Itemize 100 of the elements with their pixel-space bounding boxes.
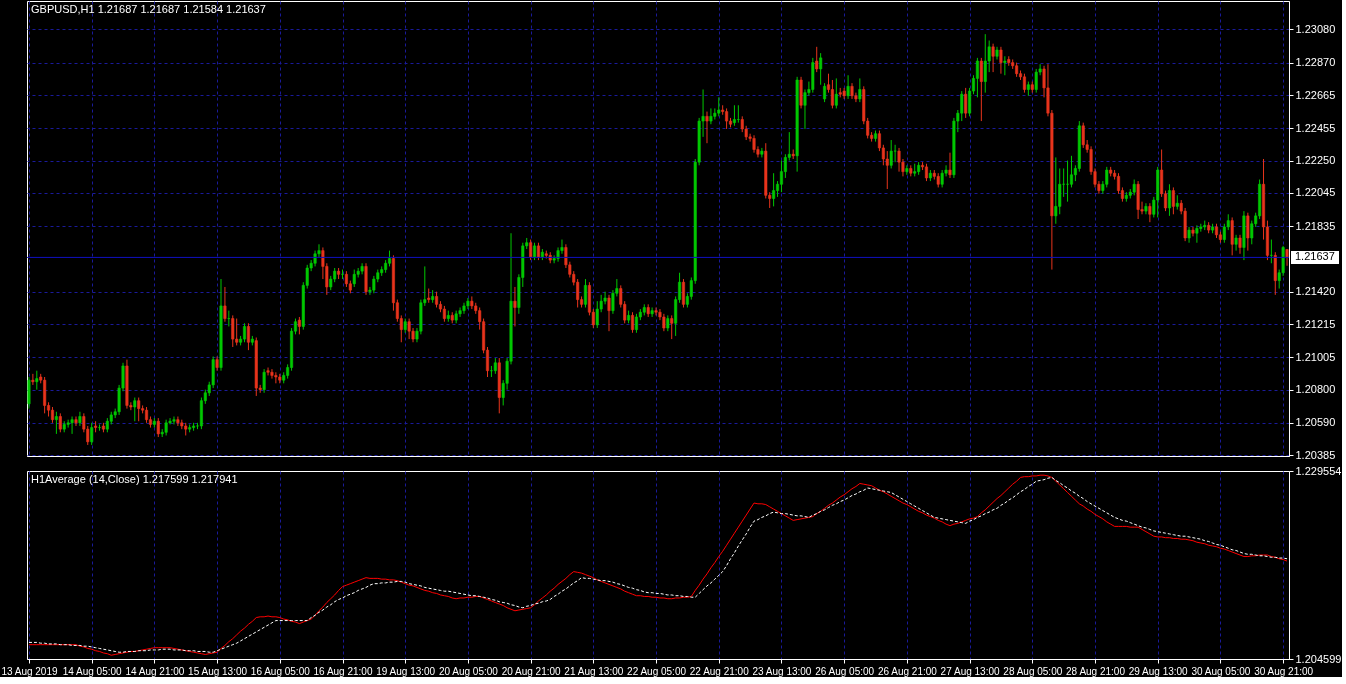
candlestick [819, 52, 823, 86]
candlestick [270, 368, 274, 380]
candlestick [156, 417, 160, 438]
candlestick [78, 411, 82, 427]
candlestick [1222, 223, 1226, 244]
y-tick-label: 1.22870 [1295, 56, 1336, 69]
candlestick [823, 82, 827, 103]
candlestick [70, 416, 74, 435]
candlestick [964, 87, 968, 119]
x-tick-label: 28 Aug 21:00 [1066, 665, 1126, 677]
x-tick-label: 22 Aug 05:00 [627, 665, 687, 677]
candlestick [1117, 172, 1121, 195]
candlestick [631, 311, 635, 334]
x-tick-label: 15 Aug 13:00 [188, 665, 248, 677]
candlestick [529, 239, 533, 261]
candlestick [736, 104, 740, 124]
candlestick [846, 74, 850, 100]
candlestick [31, 373, 35, 386]
candlestick [681, 278, 685, 308]
candlestick [513, 286, 517, 327]
candlestick [576, 278, 580, 308]
candlestick [772, 172, 776, 207]
candlestick [462, 302, 466, 315]
ref-line-label: 1.21637 [1295, 250, 1335, 263]
candlestick [705, 111, 709, 144]
candlestick [975, 57, 979, 98]
candlestick [58, 412, 62, 433]
candlestick [1246, 212, 1250, 252]
candlestick [1022, 73, 1026, 94]
candlestick [670, 314, 674, 340]
x-tick-label: 29 Aug 13:00 [1128, 665, 1189, 677]
x-tick-label: 19 Aug 13:00 [376, 665, 436, 677]
candlestick [466, 297, 470, 310]
x-tick-label: 26 Aug 05:00 [815, 665, 875, 677]
candlestick [889, 139, 893, 169]
candlestick [246, 322, 250, 351]
candlestick [991, 43, 995, 73]
x-tick-label: 13 Aug 2019 [1, 665, 58, 677]
candlestick [176, 416, 180, 427]
chart-title: GBPUSD,H1 1.21687 1.21687 1.21584 1.21637 [31, 3, 266, 15]
y-tick-label: 1.23080 [1295, 22, 1336, 35]
candlestick [1066, 160, 1070, 203]
candlestick [223, 286, 227, 323]
candlestick [231, 314, 235, 348]
y-tick-label: 1.21215 [1295, 317, 1336, 330]
x-tick-label: 27 Aug 13:00 [940, 665, 1000, 677]
candlestick [133, 397, 137, 422]
candlestick [1230, 216, 1234, 256]
chart-title: H1Average (14,Close) 1.217599 1.217941 [31, 473, 238, 485]
candlestick [1238, 234, 1242, 255]
candlestick [137, 397, 141, 422]
x-tick-label: 14 Aug 21:00 [125, 665, 185, 677]
x-tick-label: 20 Aug 21:00 [501, 665, 562, 677]
candlestick [360, 262, 364, 275]
candlestick [1285, 249, 1289, 267]
y-tick-label: 1.21420 [1295, 285, 1336, 298]
x-tick-label: 22 Aug 21:00 [689, 665, 750, 677]
candlestick [905, 164, 909, 176]
y-tick-label: 1.204599 [1295, 652, 1342, 665]
candlestick [407, 318, 411, 340]
candlestick [654, 306, 658, 316]
candlestick [35, 370, 39, 391]
x-tick-label: 28 Aug 05:00 [1003, 665, 1063, 677]
candlestick [74, 416, 78, 427]
candlestick [897, 147, 901, 173]
candlestick [235, 318, 239, 346]
y-tick-label: 1.22455 [1295, 121, 1336, 134]
x-tick-label: 21 Aug 13:00 [564, 665, 624, 677]
candlestick [1003, 55, 1007, 76]
y-tick-label: 1.20385 [1295, 448, 1336, 461]
candlestick [274, 371, 278, 384]
candlestick [1234, 234, 1238, 252]
candlestick [960, 90, 964, 122]
candlestick [1105, 166, 1109, 188]
y-tick-label: 1.229554 [1295, 464, 1342, 477]
candlestick [1171, 186, 1175, 215]
candlestick [979, 57, 983, 122]
candlestick [1269, 239, 1273, 264]
candlestick [858, 77, 862, 103]
candlestick [1058, 167, 1062, 215]
candlestick [266, 367, 270, 376]
y-tick-label: 1.22250 [1295, 154, 1336, 167]
candlestick [595, 300, 599, 329]
y-tick-label: 1.21835 [1295, 219, 1336, 232]
candlestick [815, 46, 819, 73]
candlestick [262, 368, 266, 394]
candlestick [489, 365, 493, 378]
candlestick [1144, 202, 1148, 215]
candlestick [834, 77, 838, 109]
candlestick [948, 152, 952, 179]
candlestick [1054, 156, 1058, 225]
candlestick [717, 96, 721, 117]
candlestick [1148, 202, 1152, 223]
candlestick [634, 313, 638, 334]
x-tick-label: 30 Aug 05:00 [1191, 665, 1251, 677]
candlestick [830, 79, 834, 109]
y-tick-label: 1.20800 [1295, 383, 1336, 396]
candlestick [650, 306, 654, 318]
x-tick-label: 23 Aug 13:00 [752, 665, 812, 677]
x-tick-label: 26 Aug 21:00 [877, 665, 938, 677]
